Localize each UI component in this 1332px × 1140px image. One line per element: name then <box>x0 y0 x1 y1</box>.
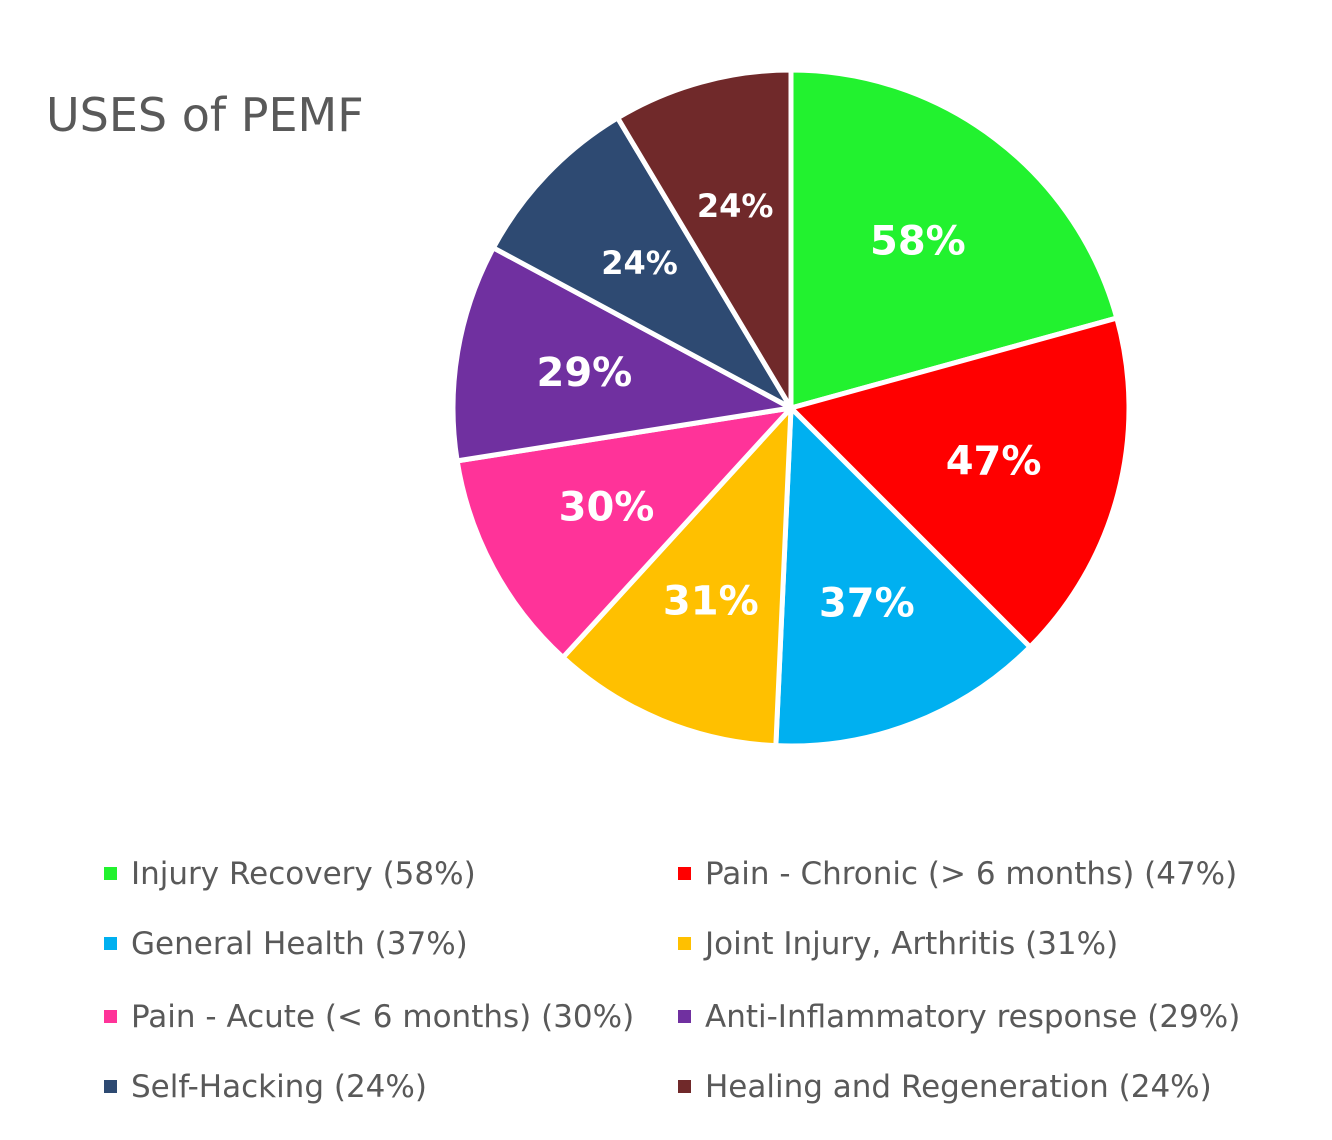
legend-item: Pain - Chronic (> 6 months) (47%) <box>678 856 1237 892</box>
legend-item: General Health (37%) <box>104 926 468 962</box>
legend-label: Anti-Inflammatory response (29%) <box>705 999 1240 1035</box>
legend-label: Pain - Acute (< 6 months) (30%) <box>131 999 634 1035</box>
pie-slice-1 <box>788 67 1120 411</box>
pie-slice-6 <box>450 245 794 464</box>
pie-slice-8 <box>615 67 794 411</box>
legend-item: Self-Hacking (24%) <box>104 1069 427 1105</box>
legend-label: Self-Hacking (24%) <box>131 1069 427 1105</box>
slice-label-5: 30% <box>559 484 655 530</box>
legend-item: Anti-Inflammatory response (29%) <box>678 999 1240 1035</box>
slice-label-1: 58% <box>870 218 966 264</box>
legend-item: Healing and Regeneration (24%) <box>678 1069 1212 1105</box>
pie-slice-7 <box>490 115 794 411</box>
legend-swatch <box>104 1010 117 1023</box>
legend-swatch <box>104 1080 117 1093</box>
slice-label-2: 47% <box>946 439 1042 485</box>
chart-title: USES of PEMF <box>46 88 364 142</box>
pie-slice-5 <box>454 405 794 660</box>
legend-label: Injury Recovery (58%) <box>131 856 476 892</box>
legend-swatch <box>104 867 117 880</box>
legend-item: Joint Injury, Arthritis (31%) <box>678 926 1118 962</box>
pie-slice-3 <box>773 405 1033 749</box>
slice-label-3: 37% <box>819 580 915 626</box>
pie-slices <box>450 67 1132 749</box>
legend-swatch <box>678 1010 691 1023</box>
legend-label: Pain - Chronic (> 6 months) (47%) <box>705 856 1237 892</box>
slice-label-6: 29% <box>537 350 633 396</box>
legend-swatch <box>678 1080 691 1093</box>
legend-swatch <box>678 937 691 950</box>
pie-slice-4 <box>560 405 794 749</box>
legend-label: Healing and Regeneration (24%) <box>705 1069 1212 1105</box>
pie-slice-2 <box>788 315 1132 650</box>
legend-swatch <box>104 937 117 950</box>
legend-item: Injury Recovery (58%) <box>104 856 476 892</box>
legend-item: Pain - Acute (< 6 months) (30%) <box>104 999 634 1035</box>
legend: Injury Recovery (58%) Pain - Chronic (> 6… <box>104 856 1240 1105</box>
slice-label-7: 24% <box>601 244 678 282</box>
pie-slice-labels: 58% 47% 37% 31% 30% 29% 24% 24% <box>537 187 1042 626</box>
slice-label-4: 31% <box>663 579 759 625</box>
legend-swatch <box>678 867 691 880</box>
legend-label: General Health (37%) <box>131 926 468 962</box>
slice-label-8: 24% <box>697 187 774 225</box>
legend-label: Joint Injury, Arthritis (31%) <box>703 926 1118 962</box>
